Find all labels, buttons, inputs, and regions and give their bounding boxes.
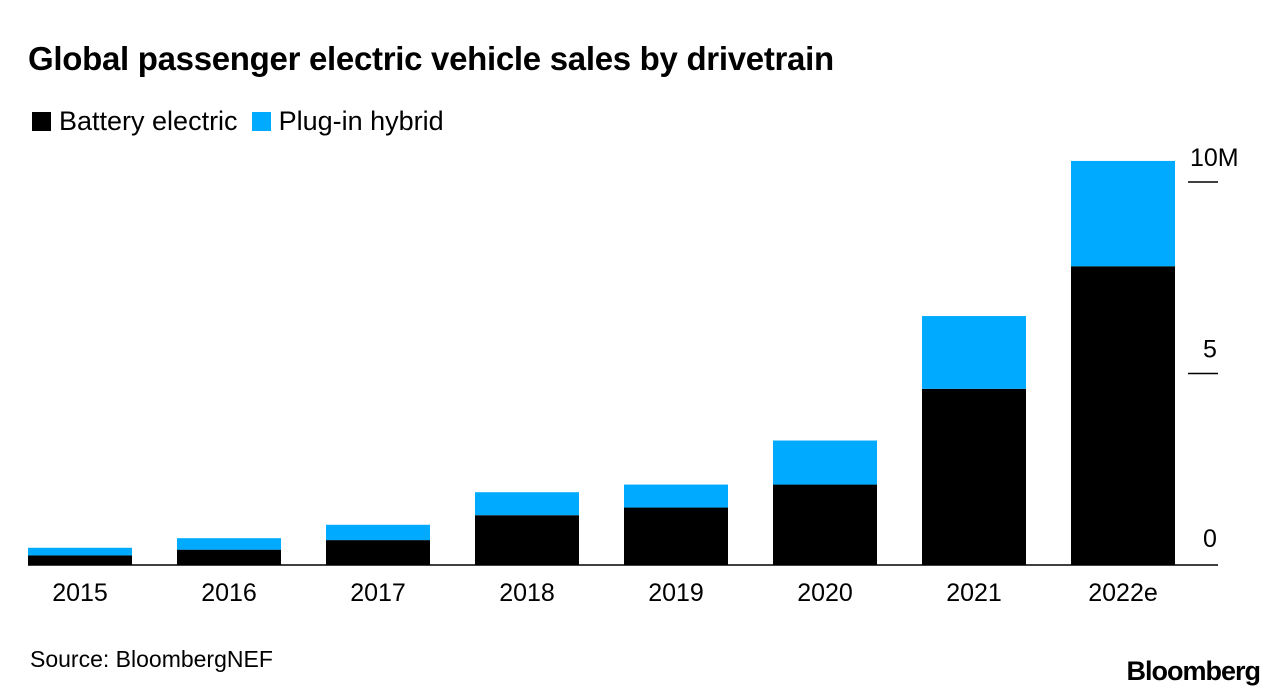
bar-plug-in-hybrid-2021	[922, 316, 1026, 389]
legend-label-battery-electric: Battery electric	[59, 106, 238, 136]
bar-plug-in-hybrid-2015	[28, 547, 132, 556]
legend-item-plug-in-hybrid: Plug-in hybrid	[251, 106, 444, 137]
chart-legend: Battery electric Plug-in hybrid	[32, 106, 458, 137]
bar-battery-electric-2019	[624, 507, 728, 565]
bar-battery-electric-2018	[475, 515, 579, 565]
x-tick-label-2016: 2016	[201, 579, 257, 607]
x-tick-label-2017: 2017	[350, 579, 406, 607]
bar-battery-electric-2020	[773, 484, 877, 565]
bar-plug-in-hybrid-2017	[326, 524, 430, 541]
y-tick-label-10m: 10M	[1190, 144, 1239, 172]
legend-label-plug-in-hybrid: Plug-in hybrid	[278, 106, 444, 136]
bar-plug-in-hybrid-2018	[475, 492, 579, 516]
bar-battery-electric-2015	[28, 555, 132, 565]
x-tick-label-2021: 2021	[946, 579, 1002, 607]
bloomberg-logo: Bloomberg	[1126, 656, 1261, 686]
y-tick-label-5: 5	[1203, 336, 1217, 364]
bar-plug-in-hybrid-2016	[177, 538, 281, 550]
bar-plug-in-hybrid-2020	[773, 440, 877, 485]
bar-battery-electric-2016	[177, 549, 281, 565]
legend-swatch-battery-electric	[32, 112, 51, 131]
x-tick-label-2015: 2015	[52, 579, 108, 607]
bar-plug-in-hybrid-2022e	[1071, 160, 1175, 267]
legend-item-battery-electric: Battery electric	[32, 106, 238, 137]
y-tick-label-0: 0	[1203, 525, 1217, 553]
bar-battery-electric-2022e	[1071, 266, 1175, 565]
x-tick-label-2020: 2020	[797, 579, 853, 607]
source-note: Source: BloombergNEF	[30, 646, 273, 672]
legend-swatch-plug-in-hybrid	[251, 112, 271, 131]
x-tick-label-2018: 2018	[499, 579, 555, 607]
chart-title: Global passenger electric vehicle sales …	[28, 40, 834, 77]
bar-plug-in-hybrid-2019	[624, 484, 728, 508]
bar-battery-electric-2017	[326, 540, 430, 565]
x-tick-label-2019: 2019	[648, 579, 704, 607]
x-tick-label-2022e: 2022e	[1088, 579, 1158, 607]
bar-battery-electric-2021	[922, 388, 1026, 565]
